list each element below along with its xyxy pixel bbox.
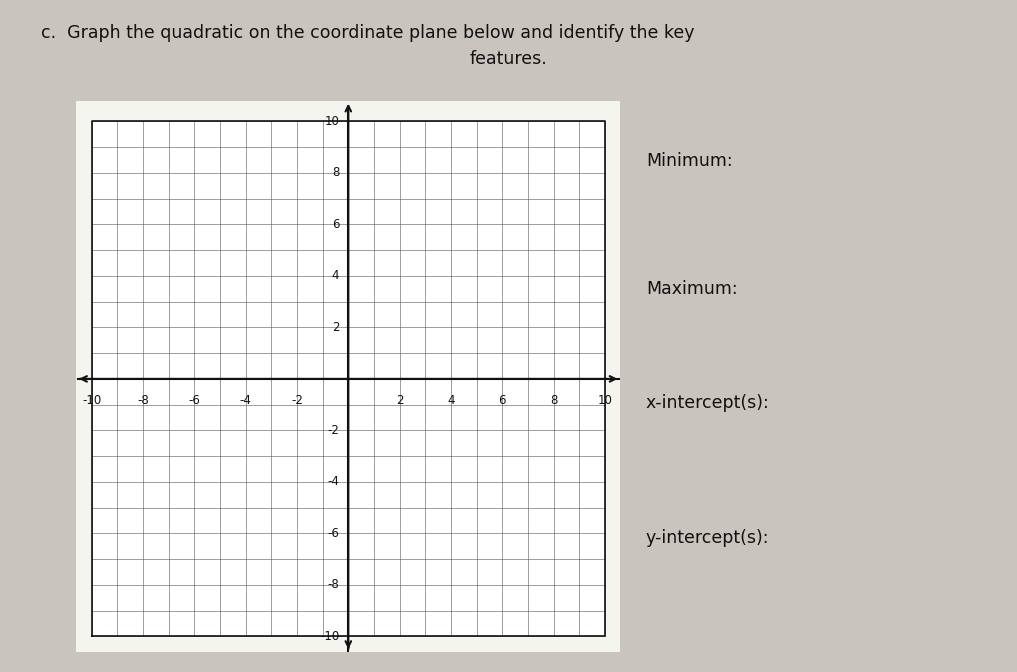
Text: 8: 8 (332, 167, 340, 179)
Text: x-intercept(s):: x-intercept(s): (646, 394, 770, 412)
Text: -4: -4 (240, 394, 251, 407)
Text: -6: -6 (188, 394, 200, 407)
Text: 8: 8 (550, 394, 557, 407)
Text: 10: 10 (598, 394, 612, 407)
Text: y-intercept(s):: y-intercept(s): (646, 529, 769, 546)
Text: -2: -2 (291, 394, 303, 407)
Text: -10: -10 (82, 394, 102, 407)
Text: Maximum:: Maximum: (646, 280, 737, 298)
Text: 10: 10 (324, 115, 340, 128)
Text: Minimum:: Minimum: (646, 153, 732, 170)
Text: c.  Graph the quadratic on the coordinate plane below and identify the key: c. Graph the quadratic on the coordinate… (41, 24, 695, 42)
Text: -8: -8 (327, 579, 340, 591)
Text: 4: 4 (332, 269, 340, 282)
Text: 6: 6 (332, 218, 340, 231)
Text: -6: -6 (327, 527, 340, 540)
Text: 4: 4 (447, 394, 455, 407)
Text: 2: 2 (332, 321, 340, 334)
Text: 2: 2 (396, 394, 404, 407)
Text: 6: 6 (498, 394, 506, 407)
Text: -4: -4 (327, 475, 340, 489)
Text: features.: features. (470, 50, 547, 69)
Text: -2: -2 (327, 424, 340, 437)
Text: -8: -8 (137, 394, 148, 407)
Text: -10: -10 (320, 630, 340, 643)
